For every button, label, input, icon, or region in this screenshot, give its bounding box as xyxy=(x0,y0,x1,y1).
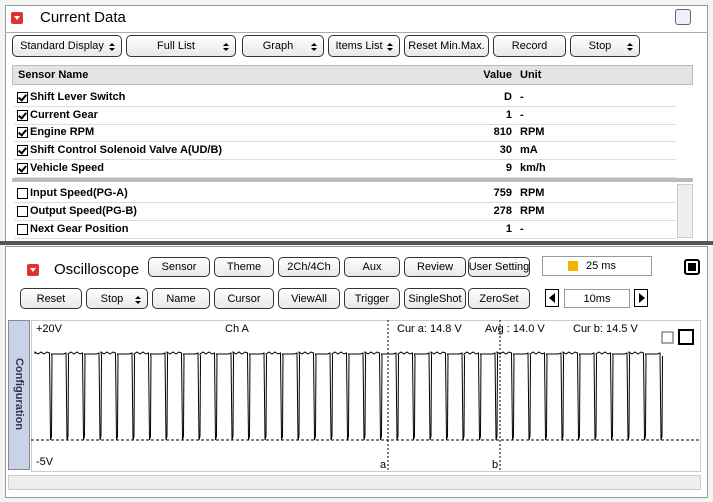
toolbar-button[interactable]: Standard Display xyxy=(12,35,122,57)
sensor-name: Next Gear Position xyxy=(30,223,129,235)
sensor-name: Engine RPM xyxy=(30,126,95,138)
window-button[interactable] xyxy=(675,9,691,25)
scope-button[interactable]: Theme xyxy=(214,257,274,277)
table-row[interactable]: Shift Lever Switch D - xyxy=(14,88,676,107)
table-row[interactable]: Current Gear 1- xyxy=(14,106,676,125)
scope-button[interactable]: Aux xyxy=(344,257,400,277)
scale-bottom: -5V xyxy=(36,456,54,468)
checkbox[interactable] xyxy=(17,224,28,235)
unit: - xyxy=(520,109,524,121)
value: 810 xyxy=(493,126,512,138)
horizontal-scrollbar[interactable] xyxy=(8,475,701,490)
sensor-name: Current Gear xyxy=(30,109,98,121)
unit: - xyxy=(520,223,524,235)
sensor-name: Vehicle Speed xyxy=(30,162,104,174)
side-tab-label: Configuration xyxy=(13,357,25,431)
table-header xyxy=(12,65,693,85)
record-button[interactable] xyxy=(684,259,700,275)
table-row[interactable]: Next Gear Position 1- xyxy=(14,220,676,239)
table-row[interactable]: Engine RPM 810 RPM xyxy=(14,123,676,142)
checkbox[interactable] xyxy=(17,110,28,121)
sensor-name: Shift Control Solenoid Valve A(UD/B) xyxy=(30,144,223,156)
scope-button[interactable]: Review xyxy=(404,257,466,277)
split-bar xyxy=(12,178,693,182)
panel-title: Current Data xyxy=(40,9,126,26)
pane-divider xyxy=(0,241,713,245)
sensor-name: Shift Lever Switch xyxy=(30,91,126,103)
sensor-name: Output Speed(PG-B) xyxy=(30,205,137,217)
divider xyxy=(5,32,708,33)
scrollbar[interactable] xyxy=(677,184,693,238)
table-row[interactable]: Shift Control Solenoid Valve A(UD/B) 30 mA xyxy=(14,141,676,160)
toolbar-button[interactable]: Record xyxy=(493,35,566,57)
layout-button[interactable] xyxy=(678,329,694,345)
cursor-b-marker: b xyxy=(492,459,499,471)
cursor-a-value: Cur a: 14.8 V xyxy=(397,323,462,335)
unit: - xyxy=(520,91,524,103)
collapse-icon[interactable] xyxy=(27,264,39,276)
value: 759 xyxy=(493,187,512,199)
table-row[interactable]: Output Speed(PG-B) 278 RPM xyxy=(14,202,676,221)
toolbar-button[interactable]: Stop xyxy=(570,35,640,57)
waveform xyxy=(34,350,663,441)
side-tab[interactable] xyxy=(8,320,30,470)
scope-plot xyxy=(31,320,701,472)
column-header: Value xyxy=(483,69,512,81)
scale-top: +20V xyxy=(36,323,62,335)
value: 1 xyxy=(505,109,512,121)
cursor-b-value: Cur b: 14.5 V xyxy=(573,323,638,335)
unit: km/h xyxy=(520,162,546,174)
toolbar-button[interactable]: Full List xyxy=(126,35,236,57)
average-value: Avg : 14.0 V xyxy=(485,323,545,335)
time-icon xyxy=(568,261,578,271)
unit: RPM xyxy=(520,205,545,217)
toolbar-button[interactable]: Graph xyxy=(242,35,324,57)
scope-button[interactable]: Sensor xyxy=(148,257,210,277)
collapse-icon[interactable] xyxy=(11,12,23,24)
column-header: Sensor Name xyxy=(18,69,89,81)
value: 30 xyxy=(499,144,512,156)
checkbox[interactable] xyxy=(17,127,28,138)
control-button[interactable]: Name xyxy=(152,288,210,309)
sample-time: 25 ms xyxy=(586,260,616,272)
scope-button[interactable]: 2Ch/4Ch xyxy=(278,257,340,277)
prev-button[interactable] xyxy=(545,289,559,307)
cursor-a-marker: a xyxy=(380,459,387,471)
checkbox[interactable] xyxy=(17,188,28,199)
checkbox[interactable] xyxy=(17,145,28,156)
timebase-box: 10ms xyxy=(564,289,630,308)
table-row[interactable]: Vehicle Speed 9 km/h xyxy=(14,159,676,178)
plot-frame xyxy=(31,320,701,472)
value: D xyxy=(504,91,512,103)
scope-button[interactable]: User Setting xyxy=(468,257,530,277)
next-button[interactable] xyxy=(634,289,648,307)
toolbar-button[interactable]: Items List xyxy=(328,35,400,57)
table-row[interactable]: Input Speed(PG-A) 759 RPM xyxy=(14,184,676,203)
checkbox[interactable] xyxy=(17,163,28,174)
control-button[interactable]: Trigger xyxy=(344,288,400,309)
control-button[interactable]: Cursor xyxy=(214,288,274,309)
unit: RPM xyxy=(520,187,545,199)
panel-title: Oscilloscope xyxy=(54,261,140,278)
value: 9 xyxy=(505,162,512,174)
control-button[interactable]: SingleShot xyxy=(404,288,466,309)
column-header: Unit xyxy=(520,69,542,81)
sensor-name: Input Speed(PG-A) xyxy=(30,187,128,199)
unit: mA xyxy=(520,144,538,156)
channel-label: Ch A xyxy=(225,323,249,335)
control-button[interactable]: Stop xyxy=(86,288,148,309)
toggle-box[interactable] xyxy=(661,331,674,344)
checkbox[interactable] xyxy=(17,92,28,103)
unit: RPM xyxy=(520,126,545,138)
control-button[interactable]: Reset xyxy=(20,288,82,309)
value: 278 xyxy=(493,205,512,217)
toolbar-button[interactable]: Reset Min.Max. xyxy=(404,35,489,57)
checkbox[interactable] xyxy=(17,206,28,217)
control-button[interactable]: ZeroSet xyxy=(468,288,530,309)
control-button[interactable]: ViewAll xyxy=(278,288,340,309)
value: 1 xyxy=(505,223,512,235)
